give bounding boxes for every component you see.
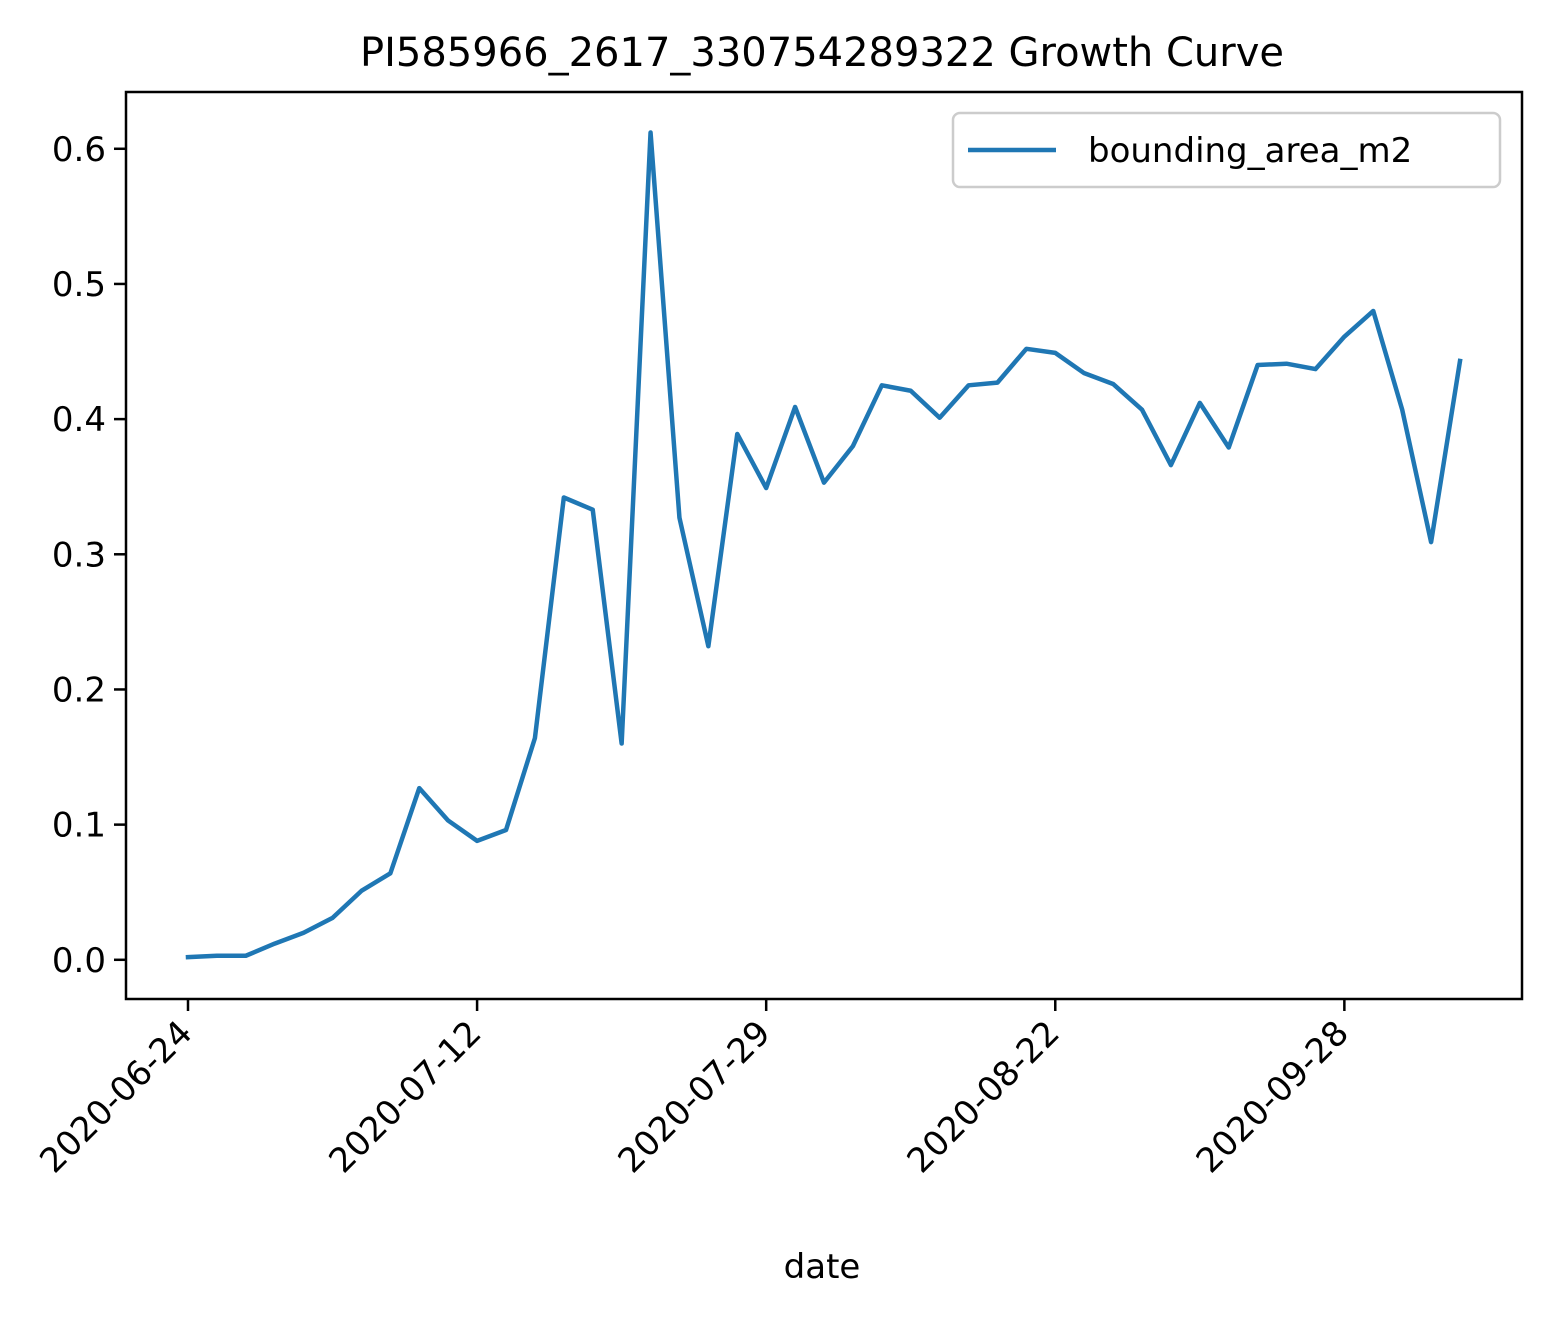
y-tick-label: 0.0: [52, 941, 106, 981]
y-tick-label: 0.1: [52, 806, 106, 846]
y-tick-label: 0.4: [52, 400, 106, 440]
y-tick-label: 0.5: [52, 265, 106, 305]
chart-title: PI585966_2617_330754289322 Growth Curve: [360, 30, 1284, 76]
legend: bounding_area_m2: [951, 111, 1502, 189]
legend-label: bounding_area_m2: [1088, 131, 1412, 171]
y-tick-label: 0.2: [52, 670, 106, 710]
y-tick-label: 0.3: [52, 535, 106, 575]
y-axis: 0.0 0.1 0.2 0.3 0.4 0.5 0.6: [52, 130, 126, 981]
series-line-bounding-area: [185, 130, 1463, 960]
plot-area-frame: [124, 90, 1524, 1001]
x-axis-label: date: [784, 1247, 861, 1287]
series-layer: [185, 130, 1463, 960]
y-tick-label: 0.6: [52, 130, 106, 170]
legend-box: [951, 111, 1502, 189]
